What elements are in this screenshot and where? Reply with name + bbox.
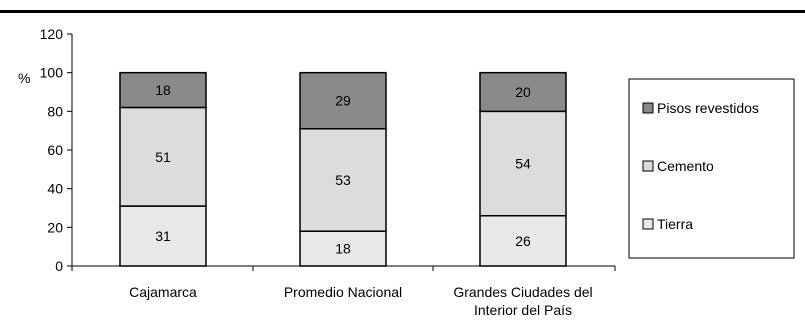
data-label: 51 [155, 149, 171, 165]
legend-label: Tierra [657, 216, 693, 232]
y-tick-label: 0 [55, 258, 63, 274]
y-tick-label: 40 [47, 181, 63, 197]
data-label: 53 [335, 172, 351, 188]
plot-area: 0 20 40 60 80 100 120 31 51 18 Cajamarca 18 53 29 Prom… [40, 26, 616, 318]
bar-segment [479, 214, 567, 267]
data-label: 20 [515, 84, 531, 100]
bar-segment [299, 71, 387, 130]
y-axis-label: % [18, 70, 30, 86]
legend-swatch [642, 218, 654, 230]
data-label: 18 [335, 241, 351, 257]
bar-segment [479, 71, 567, 113]
data-label: 31 [155, 228, 171, 244]
bar-segment [479, 110, 567, 217]
x-tick-label: Interior del País [474, 302, 572, 318]
bar-segment [299, 230, 387, 267]
top-rule [0, 10, 805, 13]
y-tick-label: 100 [40, 65, 64, 81]
y-tick-label: 60 [47, 142, 63, 158]
legend-box [628, 78, 795, 259]
y-tick-label: 80 [47, 103, 63, 119]
legend-swatch [642, 160, 654, 172]
legend: Pisos revestidos Cemento Tierra [628, 78, 795, 259]
bar-segment [299, 127, 387, 232]
data-label: 54 [515, 156, 531, 172]
x-tick-label: Cajamarca [129, 284, 197, 300]
y-tick-label: 20 [47, 219, 63, 235]
bar-segment [119, 205, 207, 267]
legend-swatch [642, 102, 654, 114]
bar-segment [119, 71, 207, 109]
legend-label: Cemento [657, 158, 714, 174]
data-label: 29 [335, 93, 351, 109]
legend-label: Pisos revestidos [657, 100, 759, 116]
x-tick-label: Promedio Nacional [284, 284, 402, 300]
data-label: 26 [515, 233, 531, 249]
data-label: 18 [155, 82, 171, 98]
y-tick-label: 120 [40, 26, 64, 42]
bar-segment [119, 106, 207, 207]
x-tick-label: Grandes Ciudades del [453, 284, 592, 300]
